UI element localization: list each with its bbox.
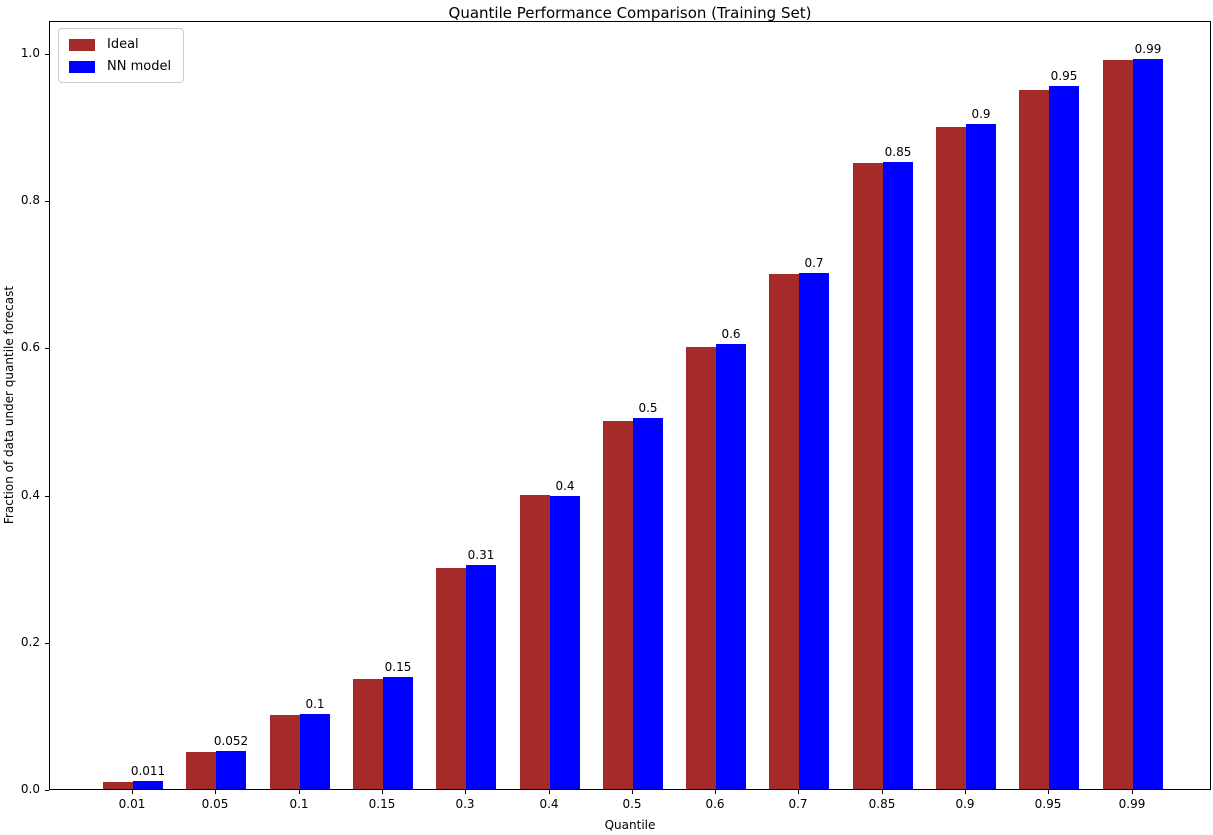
x-tick-label-0.4: 0.4 — [539, 797, 559, 811]
bar-ideal-0.1 — [270, 715, 300, 789]
y-tick-label-0.4: 0.4 — [20, 488, 40, 502]
bar-ideal-0.15 — [353, 679, 383, 789]
x-tick-label-0.1: 0.1 — [289, 797, 309, 811]
x-tick-label-0.99: 0.99 — [1118, 797, 1146, 811]
y-tick-0.0 — [45, 790, 49, 791]
bar-ideal-0.3 — [436, 568, 466, 789]
y-tick-label-0.6: 0.6 — [20, 340, 40, 354]
bar-ideal-0.6 — [686, 347, 716, 789]
x-tick-0.7 — [798, 790, 799, 794]
bar-ideal-0.05 — [186, 752, 216, 789]
bar-value-label-0.85: 0.85 — [884, 145, 912, 159]
legend-swatch-nn-model — [69, 60, 95, 73]
bar-nn-model-0.01 — [133, 781, 163, 789]
legend-entry-ideal: Ideal — [69, 37, 171, 52]
y-tick-label-0.8: 0.8 — [20, 193, 40, 207]
bar-value-label-0.5: 0.5 — [638, 401, 658, 415]
x-tick-0.95 — [1048, 790, 1049, 794]
bar-nn-model-0.1 — [300, 714, 330, 789]
bar-value-label-0.01: 0.011 — [130, 764, 166, 778]
bar-nn-model-0.9 — [966, 124, 996, 789]
legend-label-ideal: Ideal — [107, 37, 139, 52]
x-tick-0.15 — [382, 790, 383, 794]
bar-value-label-0.3: 0.31 — [467, 548, 495, 562]
y-tick-0.8 — [45, 201, 49, 202]
x-tick-0.1 — [299, 790, 300, 794]
bar-ideal-0.4 — [520, 495, 550, 789]
bar-nn-model-0.4 — [550, 496, 580, 789]
bar-ideal-0.01 — [103, 782, 133, 789]
bar-value-label-0.05: 0.052 — [213, 734, 249, 748]
x-tick-0.3 — [465, 790, 466, 794]
bar-nn-model-0.85 — [883, 162, 913, 789]
x-tick-label-0.6: 0.6 — [705, 797, 725, 811]
x-tick-label-0.01: 0.01 — [118, 797, 146, 811]
bar-ideal-0.5 — [603, 421, 633, 789]
x-axis-label: Quantile — [604, 818, 656, 832]
bar-value-label-0.4: 0.4 — [555, 479, 575, 493]
x-tick-0.6 — [715, 790, 716, 794]
legend-swatch-ideal — [69, 38, 95, 51]
y-tick-label-1.0: 1.0 — [20, 46, 40, 60]
x-tick-0.5 — [632, 790, 633, 794]
plot-area: Ideal NN model 0.011 0.052 0.1 0.15 0.31 0.4 0… — [49, 21, 1211, 790]
x-tick-0.01 — [132, 790, 133, 794]
x-tick-0.85 — [882, 790, 883, 794]
bar-ideal-0.85 — [853, 163, 883, 789]
bar-nn-model-0.99 — [1133, 59, 1163, 789]
x-tick-label-0.95: 0.95 — [1034, 797, 1062, 811]
x-tick-label-0.15: 0.15 — [368, 797, 396, 811]
x-tick-0.9 — [965, 790, 966, 794]
bar-nn-model-0.5 — [633, 418, 663, 789]
bar-nn-model-0.3 — [466, 565, 496, 789]
bar-nn-model-0.7 — [799, 273, 829, 789]
bar-nn-model-0.6 — [716, 344, 746, 789]
y-tick-label-0.0: 0.0 — [20, 782, 40, 796]
y-tick-0.4 — [45, 496, 49, 497]
y-tick-0.2 — [45, 643, 49, 644]
y-tick-1.0 — [45, 54, 49, 55]
y-tick-label-0.2: 0.2 — [20, 635, 40, 649]
legend-label-nn-model: NN model — [107, 59, 172, 74]
bar-value-label-0.9: 0.9 — [971, 107, 991, 121]
bar-nn-model-0.95 — [1049, 86, 1079, 789]
bar-value-label-0.7: 0.7 — [804, 256, 824, 270]
x-tick-0.99 — [1132, 790, 1133, 794]
x-tick-label-0.3: 0.3 — [455, 797, 475, 811]
bar-value-label-0.95: 0.95 — [1050, 69, 1078, 83]
bar-ideal-0.7 — [769, 274, 799, 789]
legend: Ideal NN model — [58, 28, 185, 83]
x-tick-label-0.5: 0.5 — [622, 797, 642, 811]
y-tick-0.6 — [45, 348, 49, 349]
x-tick-0.4 — [549, 790, 550, 794]
bar-nn-model-0.05 — [216, 751, 246, 789]
bar-value-label-0.6: 0.6 — [721, 327, 741, 341]
x-tick-0.05 — [215, 790, 216, 794]
bar-value-label-0.1: 0.1 — [305, 697, 325, 711]
x-tick-label-0.05: 0.05 — [201, 797, 229, 811]
bar-ideal-0.99 — [1103, 60, 1133, 789]
bar-value-label-0.99: 0.99 — [1134, 42, 1162, 56]
x-tick-label-0.85: 0.85 — [868, 797, 896, 811]
x-tick-label-0.9: 0.9 — [955, 797, 975, 811]
legend-entry-nn-model: NN model — [69, 59, 171, 74]
bar-ideal-0.9 — [936, 127, 966, 789]
bar-nn-model-0.15 — [383, 677, 413, 789]
bar-ideal-0.95 — [1019, 90, 1049, 789]
bar-value-label-0.15: 0.15 — [384, 660, 412, 674]
chart-title: Quantile Performance Comparison (Trainin… — [448, 4, 812, 22]
x-tick-label-0.7: 0.7 — [788, 797, 808, 811]
